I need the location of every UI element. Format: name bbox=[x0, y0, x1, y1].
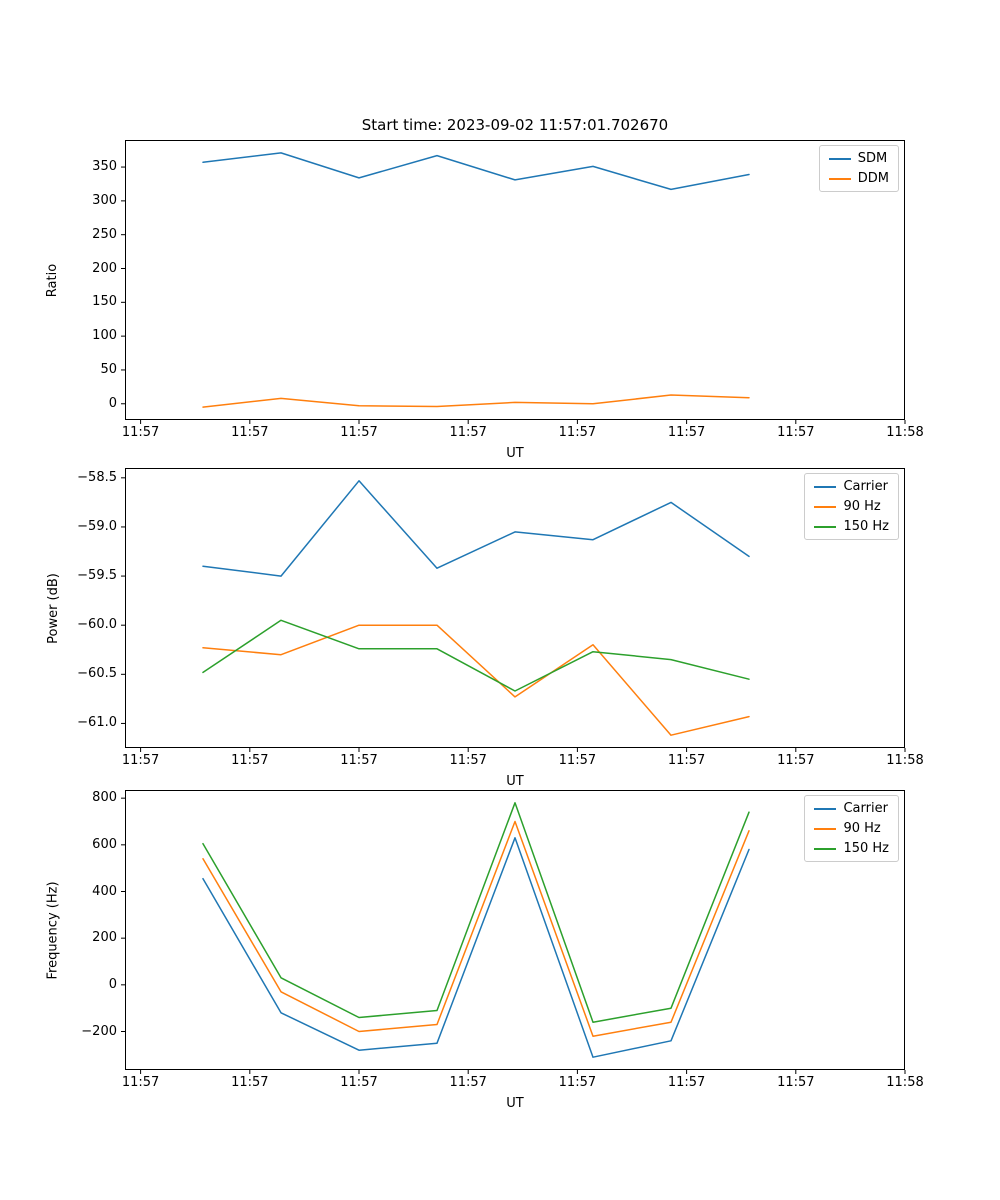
legend-label: 150 Hz bbox=[843, 519, 889, 534]
subplot-power: Power (dB) Carrier 90 Hz 150 Hz UT 11:57 11… bbox=[0, 468, 1000, 789]
legend-line-sample bbox=[814, 525, 837, 528]
plot-canvas bbox=[121, 468, 906, 752]
legend-line-sample bbox=[814, 485, 837, 488]
x-axis-label: UT bbox=[506, 774, 524, 789]
x-tick-label: 11:57 bbox=[558, 753, 597, 768]
legend: SDM DDM bbox=[818, 145, 899, 192]
legend-item: Carrier bbox=[814, 800, 889, 817]
series-line-ddm bbox=[202, 394, 750, 408]
subplot-frequency: Frequency (Hz) Carrier 90 Hz 150 Hz UT 11:… bbox=[0, 790, 1000, 1111]
x-tick-label: 11:57 bbox=[449, 753, 487, 768]
plot-area: SDM DDM bbox=[121, 140, 906, 424]
legend-item: Carrier bbox=[814, 478, 889, 495]
figure-title: Start time: 2023-09-02 11:57:01.702670 bbox=[361, 116, 669, 134]
series-line-150-hz bbox=[202, 619, 750, 692]
x-tick-label: 11:57 bbox=[121, 753, 160, 768]
x-tick-label: 11:57 bbox=[340, 425, 378, 440]
legend-item: 90 Hz bbox=[814, 498, 889, 515]
x-axis-label: UT bbox=[506, 1096, 524, 1111]
x-tick-label: 11:57 bbox=[558, 425, 597, 440]
series-line-carrier bbox=[202, 480, 750, 577]
y-tick-label: −60.0 bbox=[77, 617, 117, 633]
y-tick-label: 200 bbox=[92, 260, 117, 276]
y-tick-label: −59.0 bbox=[77, 518, 117, 534]
legend-label: 90 Hz bbox=[843, 821, 881, 836]
legend-item: SDM bbox=[828, 150, 889, 167]
y-axis-label-wrap: Power (dB) bbox=[40, 468, 66, 748]
y-tick-label: 0 bbox=[108, 395, 117, 411]
y-tick-label: 600 bbox=[92, 836, 117, 852]
y-tick-label: −60.5 bbox=[77, 666, 117, 682]
series-line-90-hz bbox=[202, 820, 750, 1037]
x-tick-label: 11:58 bbox=[886, 1075, 924, 1090]
legend-label: Carrier bbox=[843, 479, 888, 494]
legend-line-sample bbox=[828, 177, 851, 180]
y-tick-label: 200 bbox=[92, 930, 117, 946]
y-tick-label: 400 bbox=[92, 883, 117, 899]
x-tick-label: 11:58 bbox=[886, 425, 924, 440]
y-tick-label: 100 bbox=[92, 328, 117, 344]
x-tick-label: 11:57 bbox=[340, 753, 378, 768]
y-tick-label: −58.5 bbox=[77, 469, 117, 485]
series-line-90-hz bbox=[202, 624, 750, 736]
y-tick-label: 250 bbox=[92, 226, 117, 242]
y-tick-label: 0 bbox=[108, 976, 117, 992]
plot-canvas bbox=[121, 140, 906, 424]
y-tick-label: 350 bbox=[92, 159, 117, 175]
y-tick-label: −200 bbox=[81, 1023, 117, 1039]
y-axis-label: Power (dB) bbox=[45, 572, 61, 644]
x-tick-label: 11:57 bbox=[449, 425, 487, 440]
y-tick-label: −59.5 bbox=[77, 568, 117, 584]
legend-label: 150 Hz bbox=[843, 841, 889, 856]
y-tick-label: 300 bbox=[92, 192, 117, 208]
x-tick-label: 11:57 bbox=[449, 1075, 487, 1090]
x-tick-label: 11:57 bbox=[667, 425, 706, 440]
subplot-ratio: Ratio SDM DDM UT 11:57 11:57 11:57 11:57 11:5… bbox=[0, 140, 1000, 461]
legend-label: SDM bbox=[857, 151, 888, 166]
x-tick-label: 11:57 bbox=[121, 1075, 160, 1090]
y-tick-label: −61.0 bbox=[77, 715, 117, 731]
x-tick-label: 11:57 bbox=[231, 1075, 269, 1090]
x-tick-label: 11:57 bbox=[667, 753, 706, 768]
x-tick-label: 11:57 bbox=[777, 753, 815, 768]
legend-label: Carrier bbox=[843, 801, 888, 816]
axes-frame bbox=[125, 468, 905, 748]
y-axis-label-wrap: Ratio bbox=[40, 140, 66, 420]
x-tick-label: 11:57 bbox=[121, 425, 160, 440]
legend: Carrier 90 Hz 150 Hz bbox=[804, 795, 899, 862]
legend-item: 90 Hz bbox=[814, 820, 889, 837]
series-line-sdm bbox=[202, 152, 750, 191]
x-tick-label: 11:57 bbox=[340, 1075, 378, 1090]
x-axis-label: UT bbox=[506, 446, 524, 461]
plot-area: Carrier 90 Hz 150 Hz bbox=[121, 468, 906, 752]
x-tick-label: 11:58 bbox=[886, 753, 924, 768]
y-tick-label: 50 bbox=[100, 361, 117, 377]
legend-item: DDM bbox=[828, 170, 889, 187]
legend-label: 90 Hz bbox=[843, 499, 881, 514]
x-tick-label: 11:57 bbox=[231, 753, 269, 768]
x-tick-label: 11:57 bbox=[777, 425, 815, 440]
axes-frame bbox=[125, 790, 905, 1070]
x-tick-label: 11:57 bbox=[777, 1075, 815, 1090]
plot-canvas bbox=[121, 790, 906, 1074]
x-tick-label: 11:57 bbox=[231, 425, 269, 440]
legend-line-sample bbox=[828, 157, 851, 160]
legend-line-sample bbox=[814, 827, 837, 830]
legend-line-sample bbox=[814, 807, 837, 810]
x-tick-label: 11:57 bbox=[558, 1075, 597, 1090]
legend-line-sample bbox=[814, 847, 837, 850]
plot-area: Carrier 90 Hz 150 Hz bbox=[121, 790, 906, 1074]
legend-item: 150 Hz bbox=[814, 518, 889, 535]
legend: Carrier 90 Hz 150 Hz bbox=[804, 473, 899, 540]
series-line-150-hz bbox=[202, 802, 750, 1023]
series-line-carrier bbox=[202, 837, 750, 1058]
y-tick-label: 150 bbox=[92, 294, 117, 310]
axes-frame bbox=[125, 140, 905, 420]
legend-label: DDM bbox=[857, 171, 889, 186]
x-tick-label: 11:57 bbox=[667, 1075, 706, 1090]
legend-line-sample bbox=[814, 505, 837, 508]
y-tick-label: 800 bbox=[92, 790, 117, 806]
legend-item: 150 Hz bbox=[814, 840, 889, 857]
